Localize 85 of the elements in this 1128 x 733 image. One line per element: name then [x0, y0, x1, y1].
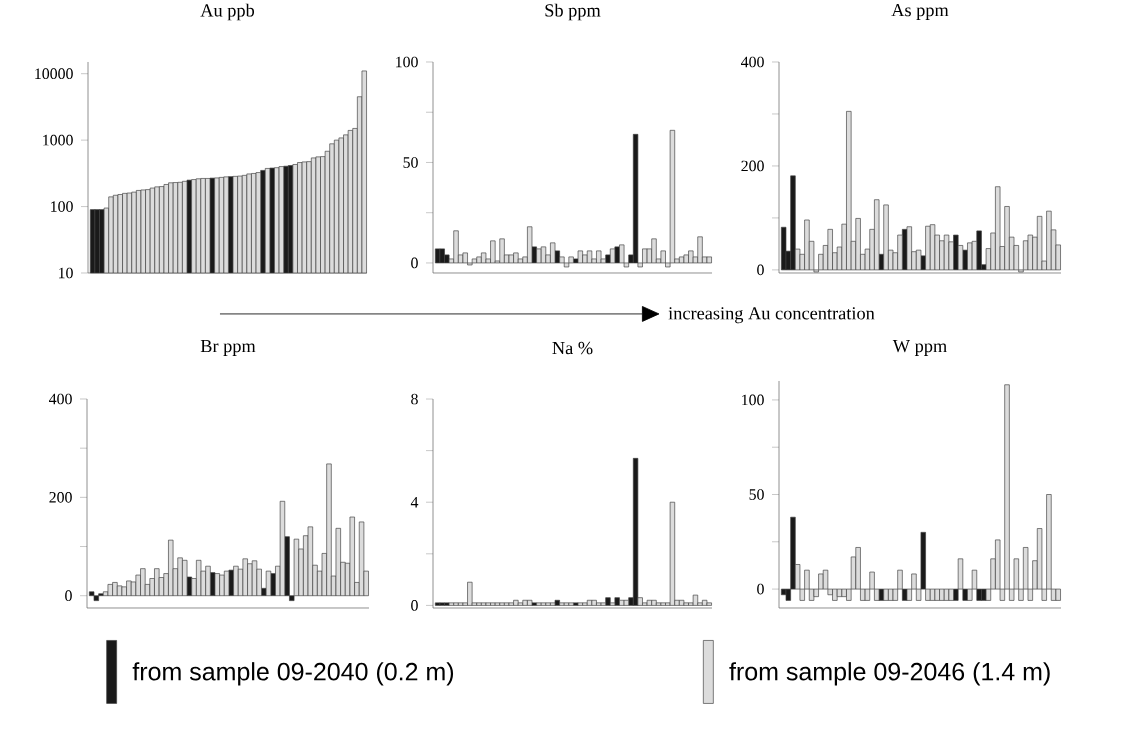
- bar: [265, 570, 272, 597]
- y-tick-label: 400: [741, 56, 764, 68]
- bar: [1027, 234, 1033, 271]
- bar: [242, 558, 248, 597]
- bar: [89, 591, 95, 597]
- bar: [577, 250, 583, 264]
- chart-title: W ppm: [892, 340, 947, 356]
- y-tick-label: 0: [411, 600, 418, 611]
- chart-title: Na %: [552, 341, 593, 355]
- bar: [906, 226, 912, 271]
- bar: [655, 602, 662, 606]
- bar: [692, 594, 699, 606]
- y-tick-label: 400: [49, 393, 72, 405]
- text: from sample 09-2046 (1.4 m): [729, 662, 1050, 686]
- y-tick-label: 0: [757, 583, 764, 595]
- y-tick-label: 10: [59, 267, 73, 279]
- bar: [660, 602, 666, 606]
- bar: [609, 248, 616, 264]
- bar: [568, 602, 574, 606]
- y-tick-label: 100: [742, 394, 764, 406]
- bar: [279, 500, 286, 597]
- bar: [614, 597, 620, 606]
- text: from sample 09-2040 (0.2 m): [132, 662, 454, 686]
- bar: [457, 602, 464, 606]
- bar: [536, 602, 542, 606]
- bar: [591, 599, 597, 606]
- y-tick-label: 200: [741, 160, 764, 172]
- bar: [1036, 216, 1043, 271]
- y-tick-label: 10000: [35, 68, 73, 80]
- bar: [214, 573, 220, 597]
- bar: [934, 588, 940, 601]
- bar: [915, 249, 922, 271]
- bar: [358, 521, 365, 597]
- bar: [434, 602, 441, 606]
- bar: [678, 256, 685, 264]
- y-tick-label: 4: [410, 497, 419, 508]
- bar: [781, 226, 787, 271]
- bar: [1055, 588, 1061, 601]
- chart-title: As ppm: [891, 3, 949, 20]
- bar: [471, 258, 478, 264]
- y-tick-label: 50: [403, 157, 418, 168]
- bar: [632, 134, 639, 264]
- bar: [307, 526, 314, 597]
- bar: [93, 595, 99, 601]
- y-tick-label: 1000: [43, 134, 73, 146]
- y-tick-label: 0: [411, 257, 418, 269]
- text: increasing Au concentration: [668, 307, 875, 324]
- bar: [669, 501, 676, 606]
- y-tick-label: 8: [411, 393, 418, 405]
- bar: [678, 599, 685, 606]
- bar: [563, 602, 570, 606]
- bar: [827, 229, 833, 271]
- bar: [632, 458, 639, 606]
- y-tick-label: 0: [65, 590, 72, 602]
- bar: [883, 588, 889, 601]
- bar: [517, 602, 524, 606]
- bar: [536, 248, 542, 264]
- bar: [439, 602, 445, 606]
- bar: [448, 602, 455, 606]
- bar: [485, 602, 491, 606]
- y-tick-label: 50: [749, 489, 764, 500]
- bar: [293, 538, 300, 597]
- bar: [499, 238, 505, 264]
- bar: [646, 599, 653, 606]
- bar: [540, 602, 547, 606]
- y-tick-label: 100: [396, 56, 418, 68]
- bar: [223, 570, 230, 597]
- bar: [706, 602, 712, 606]
- y-tick-label: 100: [51, 201, 73, 212]
- bar: [349, 516, 355, 597]
- chart-title: Br ppm: [200, 340, 256, 356]
- bar: [669, 129, 676, 264]
- y-tick-label: 0: [757, 264, 764, 276]
- y-tick-label: 200: [49, 492, 72, 503]
- bar: [499, 602, 505, 606]
- bar: [706, 256, 712, 264]
- chart-title: Au ppb: [200, 3, 255, 21]
- bar: [540, 246, 547, 264]
- bar: [577, 602, 583, 606]
- bar: [568, 256, 574, 264]
- bar: [623, 599, 630, 606]
- bar: [683, 602, 689, 606]
- bar: [586, 250, 593, 264]
- bar: [494, 602, 501, 606]
- chart-title: Sb ppm: [545, 3, 601, 21]
